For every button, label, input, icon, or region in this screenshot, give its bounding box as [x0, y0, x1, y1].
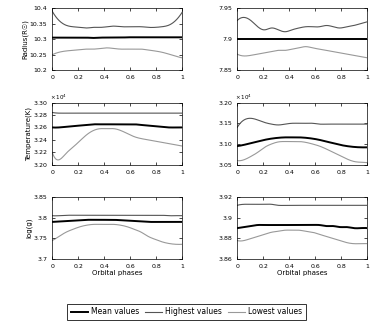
Legend: Mean values, Highest values, Lowest values: Mean values, Highest values, Lowest valu…: [67, 304, 306, 320]
Y-axis label: Temperature(K): Temperature(K): [25, 107, 32, 161]
Y-axis label: Radius(R☉): Radius(R☉): [22, 19, 28, 59]
Y-axis label: log(g): log(g): [26, 218, 32, 238]
Text: $\times\,10^4$: $\times\,10^4$: [235, 93, 251, 102]
X-axis label: Orbital phases: Orbital phases: [277, 271, 327, 276]
Text: $\times\,10^4$: $\times\,10^4$: [50, 93, 66, 102]
X-axis label: Orbital phases: Orbital phases: [92, 271, 142, 276]
